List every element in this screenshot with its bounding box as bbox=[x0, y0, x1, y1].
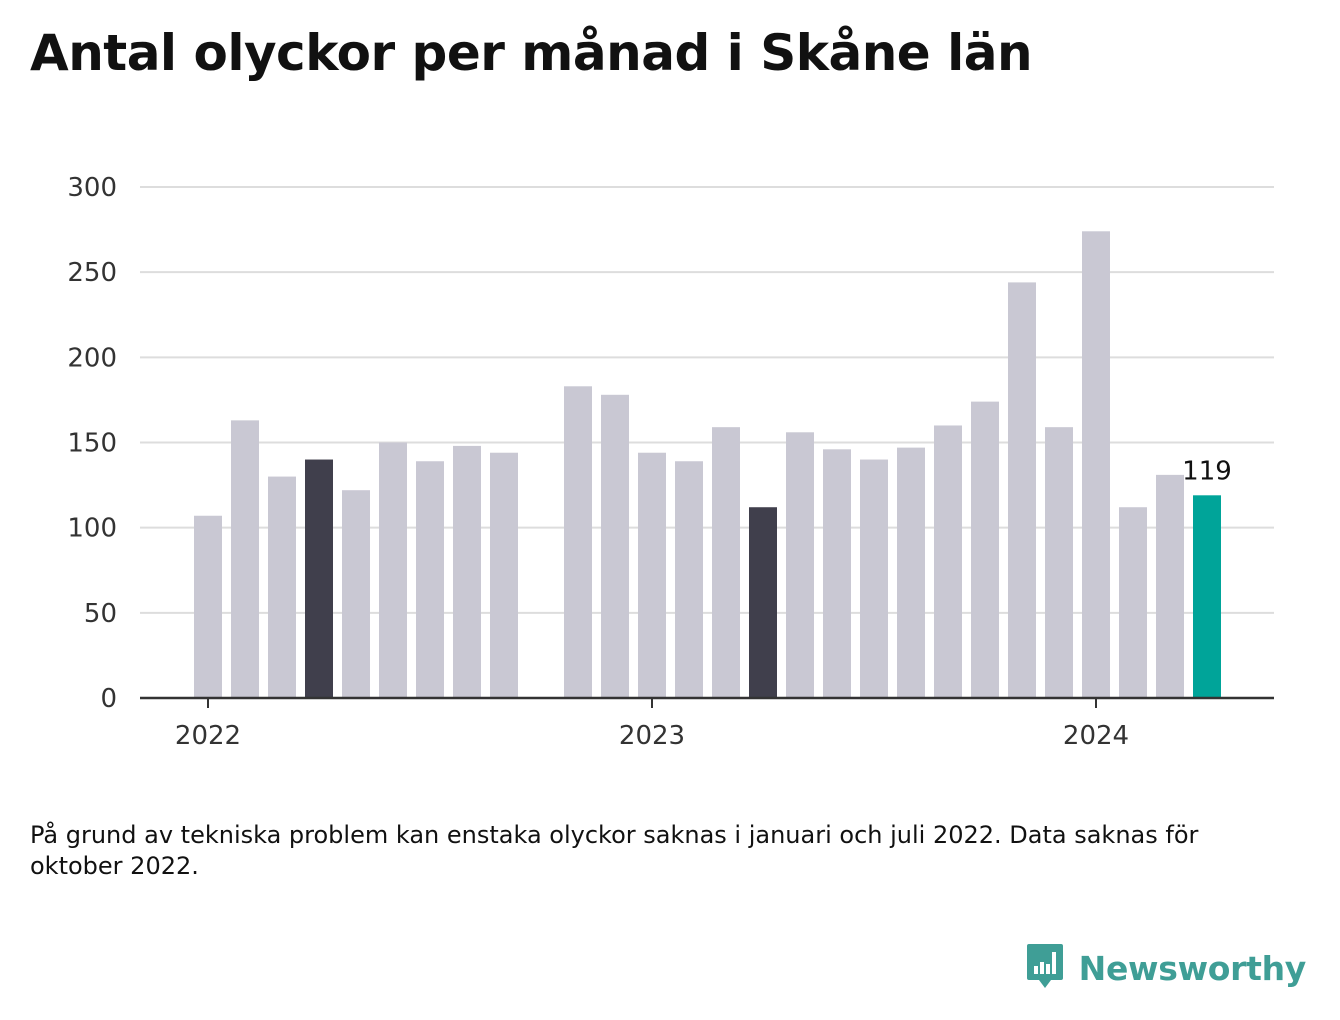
bar-2023-08 bbox=[897, 447, 925, 698]
bar-2022-06 bbox=[379, 442, 407, 698]
bar-2024-03 bbox=[1156, 474, 1184, 698]
bar-2022-04 bbox=[305, 459, 333, 698]
bar-2022-09 bbox=[490, 452, 518, 698]
bar-2022-02 bbox=[231, 420, 259, 698]
bar-2023-12 bbox=[1045, 427, 1073, 698]
bar-2022-01 bbox=[194, 515, 222, 698]
bar-2023-01 bbox=[638, 452, 666, 698]
bar-2023-05 bbox=[786, 432, 814, 698]
bar-2024-04 bbox=[1193, 495, 1221, 698]
footnote: På grund av tekniska problem kan enstaka… bbox=[30, 821, 1199, 880]
bar-2023-09 bbox=[934, 425, 962, 698]
bar-2022-12 bbox=[601, 394, 629, 698]
bar-2024-02 bbox=[1119, 507, 1147, 698]
x-tick-label: 2024 bbox=[1063, 721, 1129, 751]
bar-2023-02 bbox=[675, 461, 703, 698]
bars bbox=[194, 231, 1221, 698]
y-tick-label: 300 bbox=[67, 173, 117, 203]
bar-2022-08 bbox=[453, 445, 481, 698]
x-tick-label: 2023 bbox=[619, 721, 685, 751]
y-tick-label: 50 bbox=[84, 599, 117, 629]
bar-2023-07 bbox=[860, 459, 888, 698]
labels: 0 50 100 150 200 250 300 119 2022 2023 2024 bbox=[67, 173, 1231, 751]
bar-2023-03 bbox=[712, 427, 740, 698]
bar-2024-01 bbox=[1082, 231, 1110, 698]
data-label-2024-04: 119 bbox=[1182, 456, 1232, 486]
bar-2022-07 bbox=[416, 461, 444, 698]
bar-2022-11 bbox=[564, 386, 592, 698]
y-tick-label: 200 bbox=[67, 343, 117, 373]
bar-2023-11 bbox=[1008, 282, 1036, 698]
y-tick-label: 0 bbox=[100, 684, 117, 714]
bar-2023-04 bbox=[749, 507, 777, 698]
brand-logo: Newsworthy bbox=[1025, 942, 1306, 994]
bar-2023-10 bbox=[971, 401, 999, 698]
y-tick-label: 100 bbox=[67, 514, 117, 544]
chart-title: Antal olyckor per månad i Skåne län bbox=[30, 24, 1033, 82]
bar-2022-05 bbox=[342, 490, 370, 698]
bar-2022-03 bbox=[268, 476, 296, 698]
y-tick-label: 150 bbox=[67, 429, 117, 459]
brand-name: Newsworthy bbox=[1078, 948, 1307, 988]
y-tick-label: 250 bbox=[67, 258, 117, 288]
bar-chart-speech-bubble-icon bbox=[1025, 942, 1065, 994]
x-tick-label: 2022 bbox=[175, 721, 241, 751]
bar-2023-06 bbox=[823, 449, 851, 698]
axes bbox=[140, 696, 1274, 708]
bar-chart: 0 50 100 150 200 250 300 119 2022 2023 2024 bbox=[67, 173, 1274, 751]
